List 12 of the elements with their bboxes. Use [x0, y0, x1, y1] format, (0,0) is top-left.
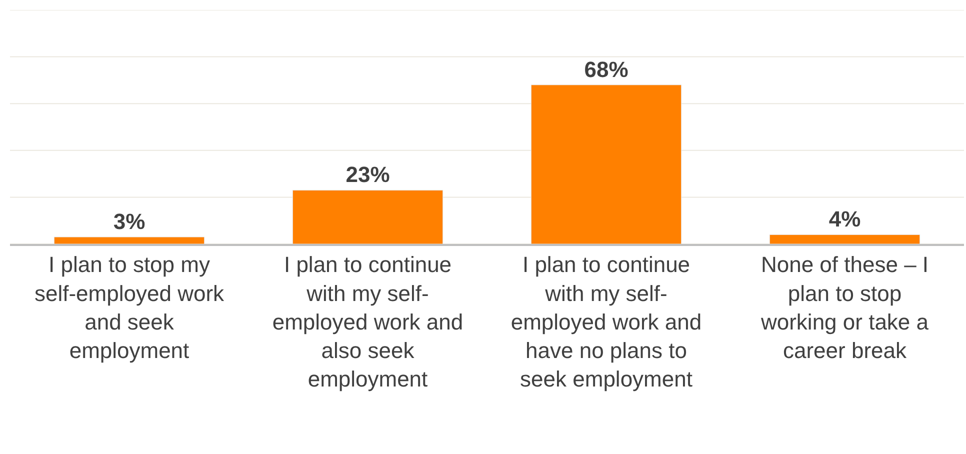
- x-tick-label: I plan to continue with my self-employed work and have no plans to seek employment: [510, 252, 702, 392]
- bar: [530, 84, 682, 244]
- data-label: 68%: [584, 56, 628, 82]
- data-label: 3%: [113, 208, 146, 234]
- bar: [769, 234, 920, 244]
- data-label: 4%: [828, 206, 861, 232]
- data-label: 23%: [346, 162, 390, 188]
- x-tick-label: I plan to continue with my self-employed work and also seek employment: [272, 252, 464, 392]
- bar: [292, 190, 444, 244]
- bar: [54, 236, 205, 244]
- x-tick-label: None of these – I plan to stop working or take a career break: [760, 252, 930, 363]
- x-tick-label: I plan to stop my self-employed work and seek employment: [34, 252, 226, 363]
